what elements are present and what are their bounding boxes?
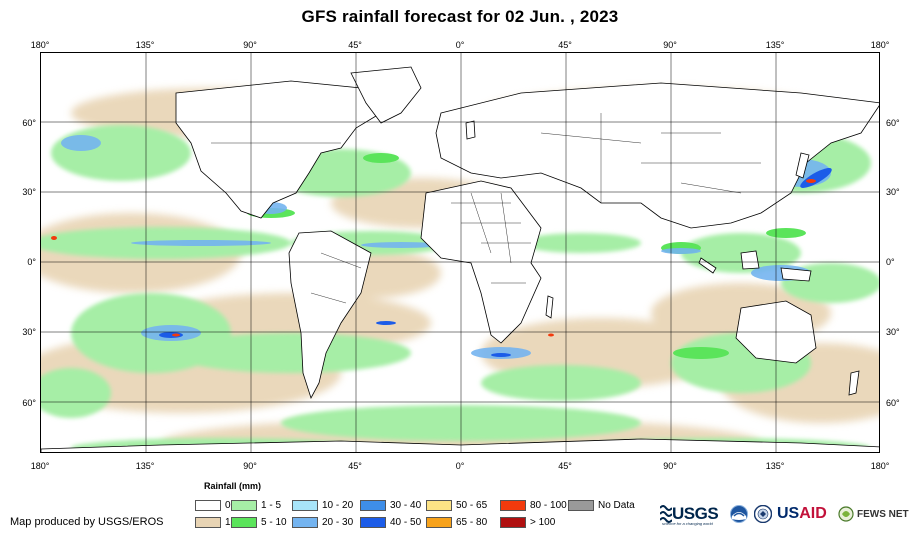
partner-logos: USGS science for a changing world USAID … <box>660 499 918 529</box>
legend-swatch <box>500 500 526 511</box>
legend-item: 0 <box>195 500 231 512</box>
legend-title: Rainfall (mm) <box>204 481 262 491</box>
rainfall-map-canvas <box>41 53 879 452</box>
lon-label: 180° <box>870 40 890 50</box>
legend-item: 65 - 80 <box>426 517 487 529</box>
legend-swatch <box>360 517 386 528</box>
usaid-wordmark: USAID <box>777 505 827 522</box>
legend-label: 30 - 40 <box>390 500 422 511</box>
legend-item: No Data <box>568 500 635 512</box>
legend-swatch <box>292 500 318 511</box>
legend-swatch <box>426 517 452 528</box>
lat-label: 0° <box>27 257 36 267</box>
legend-swatch <box>500 517 526 528</box>
legend-swatch <box>292 517 318 528</box>
lon-label: 0° <box>455 461 465 471</box>
rain-band-heavy <box>51 179 816 337</box>
lat-label: 30° <box>886 327 900 337</box>
legend-item: 40 - 50 <box>360 517 421 529</box>
graticule <box>41 53 879 452</box>
legend-item: 1 <box>195 517 231 529</box>
legend-label: 80 - 100 <box>530 500 567 511</box>
lat-label: 60° <box>22 398 36 408</box>
legend-label: 1 <box>225 517 231 528</box>
lon-label: 135° <box>765 40 785 50</box>
legend-item: 80 - 100 <box>500 500 567 512</box>
lat-label: 30° <box>886 187 900 197</box>
lon-label: 180° <box>30 461 50 471</box>
legend-item: 1 - 5 <box>231 500 281 512</box>
lon-label: 135° <box>135 461 155 471</box>
legend-swatch <box>426 500 452 511</box>
legend-item: 50 - 65 <box>426 500 487 512</box>
lon-label: 90° <box>663 40 677 50</box>
lon-label: 90° <box>663 461 677 471</box>
lat-label: 30° <box>22 187 36 197</box>
lon-label: 180° <box>870 461 890 471</box>
lon-label: 45° <box>348 461 362 471</box>
lon-label: 90° <box>243 461 257 471</box>
legend-item: 20 - 30 <box>292 517 353 529</box>
lon-label: 180° <box>30 40 50 50</box>
rainfall-map[interactable] <box>40 52 880 453</box>
legend-label: 40 - 50 <box>390 517 422 528</box>
lat-label: 30° <box>22 327 36 337</box>
legend-item: 10 - 20 <box>292 500 353 512</box>
legend-label: 5 - 10 <box>261 517 287 528</box>
legend-swatch <box>195 517 221 528</box>
lon-label: 135° <box>765 461 785 471</box>
lon-label: 45° <box>348 40 362 50</box>
legend-label: 65 - 80 <box>456 517 488 528</box>
island-borneo <box>740 250 760 270</box>
island-britain <box>465 120 476 140</box>
continent-south-america <box>288 230 372 400</box>
fews-net-logo: FEWS NET <box>838 499 918 529</box>
fews-globe-icon <box>838 506 854 522</box>
continent-antarctica <box>41 438 879 452</box>
map-title: GFS rainfall forecast for 02 Jun. , 2023 <box>301 7 619 26</box>
lon-label: 45° <box>558 461 572 471</box>
lon-label: 0° <box>455 40 465 50</box>
country-borders <box>211 113 761 304</box>
usaid-logo: USAID <box>777 499 857 529</box>
legend-swatch <box>231 500 257 511</box>
rain-band-30-50mm <box>159 168 832 357</box>
state-dept-seal-icon <box>754 499 774 529</box>
legend-swatch <box>231 517 257 528</box>
legend-item: 5 - 10 <box>231 517 287 529</box>
noaa-emblem-icon <box>730 499 750 529</box>
legend-label: 1 - 5 <box>261 500 282 511</box>
island-new-zealand <box>848 370 860 396</box>
legend-label: No Data <box>598 500 635 511</box>
usgs-wordmark: USGS <box>672 504 719 523</box>
lat-label: 0° <box>886 257 895 267</box>
legend-label: 20 - 30 <box>322 517 354 528</box>
lat-label: 60° <box>886 398 900 408</box>
lon-label: 90° <box>243 40 257 50</box>
legend-swatch <box>568 500 594 511</box>
usgs-logo: USGS science for a changing world <box>660 499 730 529</box>
fews-wordmark: FEWS NET <box>857 508 909 520</box>
usgs-wave-icon <box>660 505 672 523</box>
lat-label: 60° <box>22 118 36 128</box>
legend-label: 10 - 20 <box>322 500 354 511</box>
island-madagascar <box>545 295 554 319</box>
legend-label: > 100 <box>530 517 556 528</box>
lat-label: 60° <box>886 118 900 128</box>
legend-label: 0 <box>225 500 231 511</box>
map-credit: Map produced by USGS/EROS <box>10 516 164 528</box>
legend-item: 30 - 40 <box>360 500 421 512</box>
lon-label: 135° <box>135 40 155 50</box>
island-new-guinea <box>780 267 812 282</box>
legend-item: > 100 <box>500 517 555 529</box>
usgs-tagline: science for a changing world <box>662 521 713 526</box>
lon-label: 45° <box>558 40 572 50</box>
legend-swatch <box>360 500 386 511</box>
island-japan <box>795 152 810 179</box>
legend-swatch <box>195 500 221 511</box>
continent-greenland <box>350 66 422 124</box>
legend-label: 50 - 65 <box>456 500 488 511</box>
